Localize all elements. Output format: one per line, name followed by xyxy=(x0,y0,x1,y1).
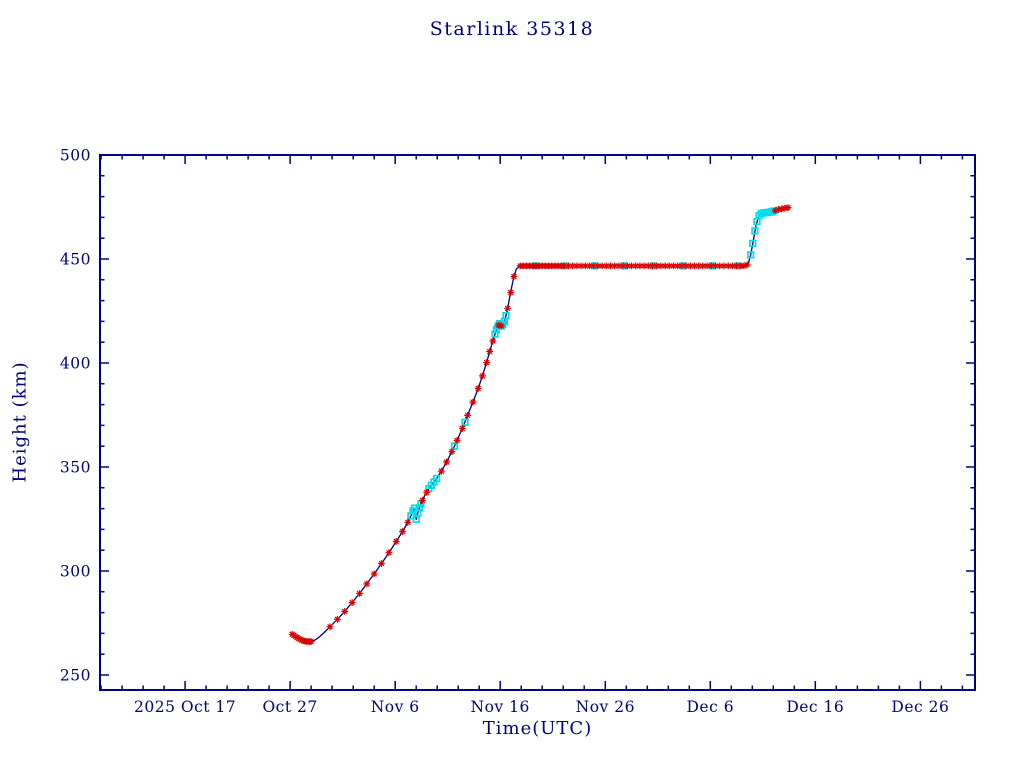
x-tick-label: Dec 26 xyxy=(891,698,949,716)
chart-title: Starlink 35318 xyxy=(429,18,595,40)
x-tick-label: Dec 16 xyxy=(786,698,844,716)
x-tick-labels: 2025 Oct 17 Oct 27 Nov 6 Nov 16 Nov 26 Dec 6 D… xyxy=(134,698,949,716)
y-tick-label: 350 xyxy=(60,459,91,477)
y-tick-label: 300 xyxy=(60,563,91,581)
y-tick-labels: 250 300 350 400 450 500 xyxy=(60,147,91,685)
x-tick-label: 2025 Oct 17 xyxy=(134,698,236,716)
plot-frame xyxy=(99,154,976,691)
x-axis-label: Time(UTC) xyxy=(482,718,593,739)
y-tick-label: 450 xyxy=(60,251,91,269)
x-tick-label: Nov 26 xyxy=(576,698,635,716)
y-tick-label: 400 xyxy=(60,355,91,373)
axis-ticks xyxy=(100,154,975,690)
cyan-markers xyxy=(407,207,778,524)
x-tick-label: Nov 16 xyxy=(471,698,530,716)
red-markers xyxy=(288,204,792,646)
y-tick-label: 500 xyxy=(60,147,91,165)
x-tick-label: Dec 6 xyxy=(687,698,735,716)
y-tick-label: 250 xyxy=(60,667,91,685)
height-line xyxy=(291,206,790,643)
x-tick-label: Oct 27 xyxy=(262,698,317,716)
x-tick-label: Nov 6 xyxy=(371,698,420,716)
